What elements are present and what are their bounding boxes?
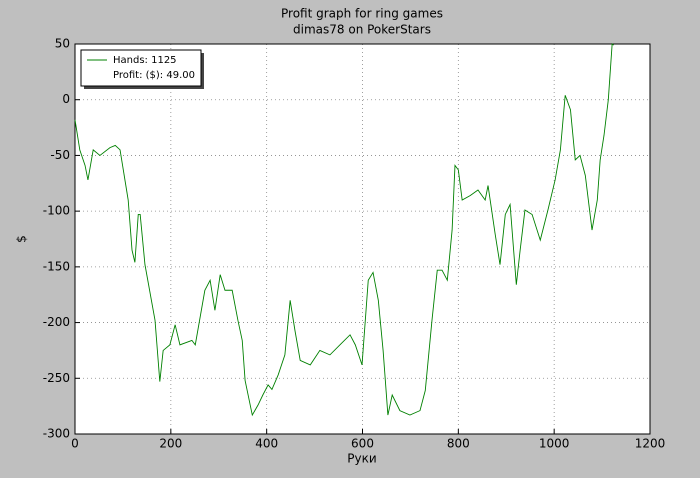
- y-tick-label: -50: [50, 148, 70, 162]
- y-tick-label: 0: [62, 92, 70, 106]
- x-tick-label: 1000: [539, 437, 570, 451]
- y-tick-label: -200: [43, 315, 70, 329]
- x-tick-label: 1200: [635, 437, 666, 451]
- plot-frame: [74, 43, 651, 435]
- y-tick-label: -300: [43, 427, 70, 441]
- legend-label: Hands: 1125: [113, 55, 177, 66]
- plot-area: [75, 44, 650, 434]
- chart-subtitle: dimas78 on PokerStars: [293, 23, 431, 37]
- x-tick-label: 600: [351, 437, 374, 451]
- y-axis-label: $: [15, 235, 29, 243]
- legend-box: [80, 49, 202, 87]
- x-tick-label: 200: [159, 437, 182, 451]
- y-tick-label: 50: [55, 37, 70, 51]
- y-tick-label: -250: [43, 371, 70, 385]
- profit-line: [74, 43, 614, 417]
- legend-label: Profit: ($): 49.00: [113, 70, 195, 81]
- chart-title: Profit graph for ring games: [281, 7, 443, 21]
- y-tick-label: -150: [43, 259, 70, 273]
- x-tick-label: 0: [71, 437, 79, 451]
- x-tick-label: 800: [447, 437, 470, 451]
- x-tick-label: 400: [255, 437, 278, 451]
- y-tick-label: -100: [43, 204, 70, 218]
- x-axis-label: Руки: [347, 452, 376, 466]
